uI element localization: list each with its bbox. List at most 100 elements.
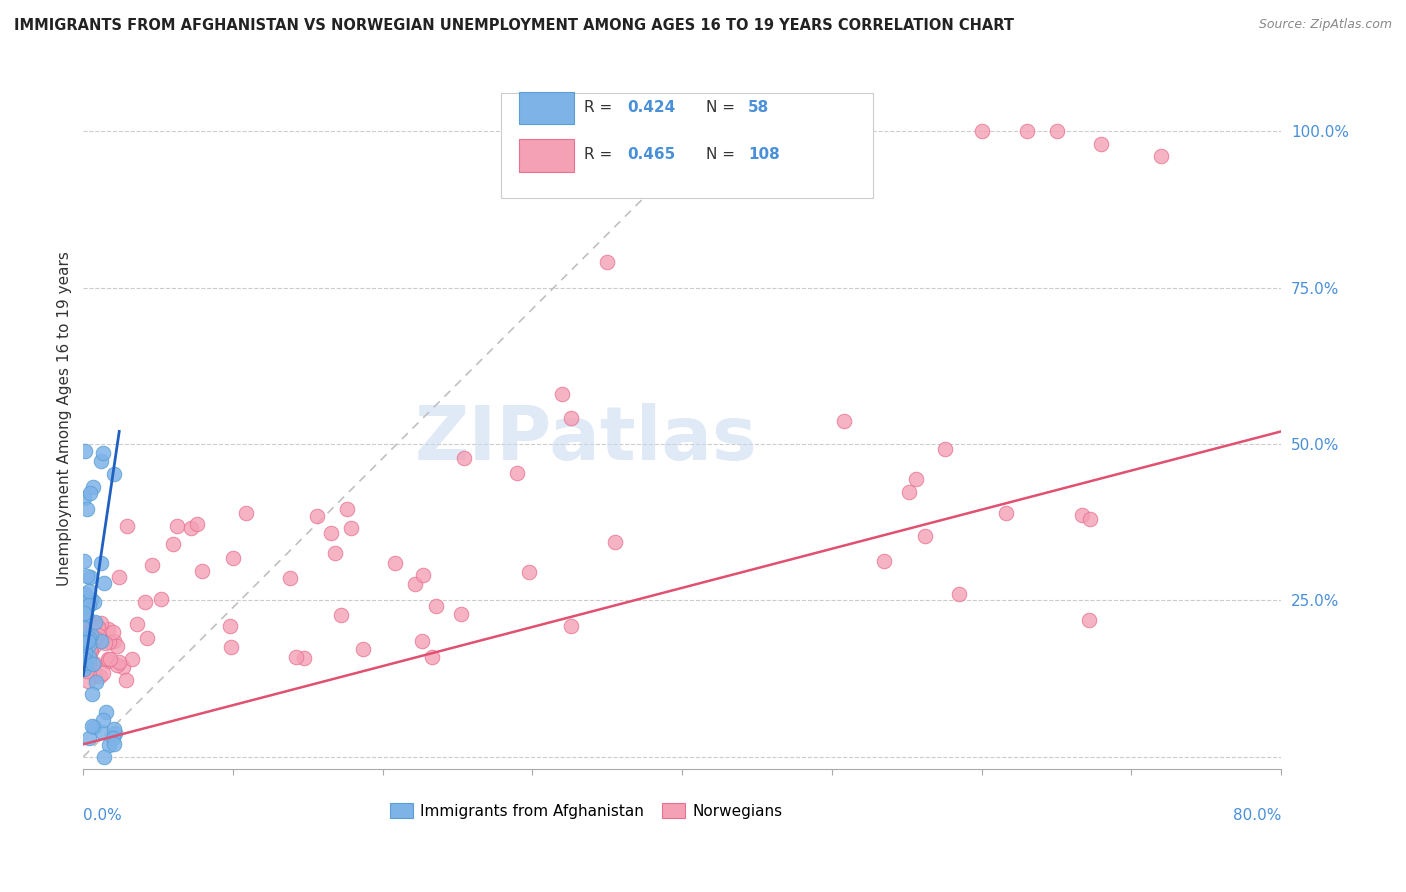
Point (75, 630, 97, 644)
Point (411, 634, 433, 648)
Point (80, 687, 103, 701)
Point (77, 584, 100, 599)
Point (191, 564, 214, 578)
Text: R =: R = (583, 147, 617, 162)
Point (86, 621, 108, 635)
Point (76, 650, 98, 665)
Point (560, 619, 582, 633)
Point (90, 633, 112, 648)
Point (75, 633, 97, 648)
Point (79, 642, 101, 657)
Point (76, 569, 98, 583)
Point (93, 749, 115, 764)
Point (75, 586, 97, 600)
Point (77, 731, 100, 745)
Point (1070, 508, 1092, 523)
Point (94, 706, 117, 720)
Point (873, 554, 896, 568)
Point (80, 619, 103, 633)
Point (73, 631, 96, 645)
Text: N =: N = (706, 100, 740, 114)
Point (404, 577, 426, 591)
Point (84, 615, 107, 629)
Point (90, 724, 112, 739)
Point (77, 649, 100, 664)
Point (83, 664, 105, 678)
Point (112, 660, 135, 674)
Point (329, 607, 352, 622)
Point (1150, 149, 1173, 163)
Point (87, 628, 110, 642)
Point (73, 590, 96, 604)
Point (103, 634, 125, 648)
Point (340, 521, 363, 535)
Point (76, 502, 98, 516)
Point (73, 638, 96, 652)
Point (73, 591, 96, 605)
Point (89, 668, 111, 682)
Point (90, 454, 112, 468)
Point (117, 519, 139, 533)
Point (898, 485, 921, 500)
Point (453, 450, 475, 465)
Point (934, 442, 956, 456)
Point (97, 654, 120, 668)
Point (596, 255, 619, 269)
Point (235, 506, 257, 520)
Text: IMMIGRANTS FROM AFGHANISTAN VS NORWEGIAN UNEMPLOYMENT AMONG AGES 16 TO 19 YEARS : IMMIGRANTS FROM AFGHANISTAN VS NORWEGIAN… (14, 18, 1014, 33)
Point (87, 620, 110, 634)
Point (77, 648, 100, 662)
Point (115, 673, 138, 688)
Point (84, 675, 107, 690)
Point (79, 615, 101, 629)
Point (83, 669, 105, 683)
Text: Source: ZipAtlas.com: Source: ZipAtlas.com (1258, 18, 1392, 31)
Text: ZIPatlas: ZIPatlas (415, 403, 758, 476)
Point (425, 599, 447, 613)
Point (91, 713, 114, 727)
Y-axis label: Unemployment Among Ages 16 to 19 years: Unemployment Among Ages 16 to 19 years (58, 252, 72, 586)
Point (90, 615, 112, 630)
Point (135, 631, 157, 645)
Point (73, 645, 96, 659)
Point (83, 657, 105, 671)
Point (222, 550, 245, 565)
Point (82, 718, 104, 732)
Point (506, 466, 529, 480)
Point (125, 617, 148, 632)
Point (948, 587, 970, 601)
Point (412, 567, 434, 582)
Point (87, 628, 110, 642)
Point (73, 643, 96, 657)
Point (83, 631, 105, 645)
Point (79, 570, 101, 584)
Point (103, 722, 125, 736)
Point (278, 571, 301, 585)
Point (73, 615, 96, 629)
Point (76, 594, 98, 608)
Point (73, 656, 96, 670)
Point (1077, 613, 1099, 627)
Point (75, 600, 97, 615)
Point (73, 650, 96, 665)
Point (83, 616, 105, 631)
Point (75, 607, 97, 622)
Point (73, 621, 96, 635)
Text: 0.424: 0.424 (627, 100, 675, 114)
Point (325, 546, 347, 560)
Point (82, 657, 104, 671)
Point (219, 619, 242, 633)
Point (384, 556, 406, 570)
Point (73, 635, 96, 649)
Point (101, 731, 124, 746)
FancyBboxPatch shape (519, 92, 575, 124)
Point (73, 607, 96, 621)
Point (77, 657, 100, 671)
Point (420, 649, 443, 664)
Point (73, 554, 96, 568)
Point (180, 521, 202, 535)
Point (93, 575, 115, 590)
Point (80, 644, 103, 658)
Point (832, 414, 855, 428)
Point (305, 509, 328, 524)
